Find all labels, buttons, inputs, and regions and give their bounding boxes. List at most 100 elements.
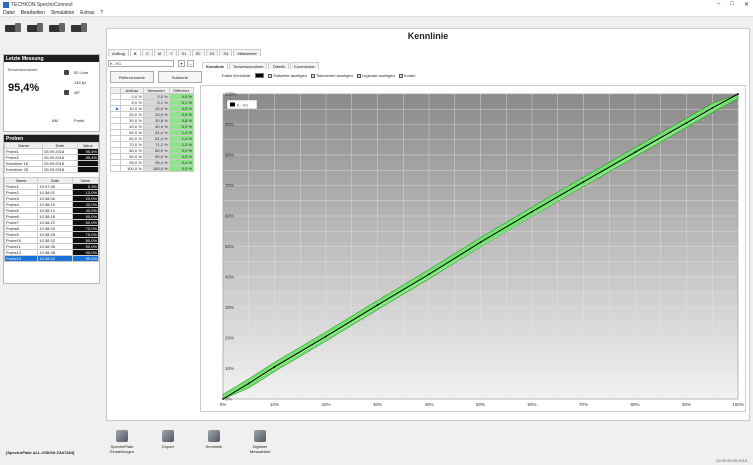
x-tick-label: 20% — [321, 402, 330, 407]
curve-color-label: Farbe Kennlinie: — [222, 73, 252, 78]
window-controls: – □ ✕ — [717, 1, 749, 8]
y-tick-label: 80% — [225, 153, 234, 158]
reference-values-button[interactable]: Referenzwerte — [110, 71, 154, 83]
device-spectrodens-icon[interactable] — [27, 23, 45, 33]
reference-buttons: Referenzwerte Sollwerte — [110, 71, 202, 83]
export-icon — [162, 430, 174, 442]
y-tick-label: 70% — [225, 183, 234, 188]
option-contour[interactable]: Kontur — [398, 73, 416, 78]
maximize-button[interactable]: □ — [730, 1, 734, 7]
tab-mittelwerte[interactable]: Mittelwerte — [233, 49, 261, 56]
tab-c[interactable]: C — [141, 49, 153, 56]
tab-auftrag[interactable]: Auftrag — [108, 49, 129, 56]
chart-options: Farbe Kennlinie: Sollwerte anzeigen Tole… — [222, 73, 416, 78]
tab-k[interactable]: K — [129, 49, 141, 56]
data-point — [247, 382, 250, 385]
x-tick-label: 10% — [270, 402, 279, 407]
table-row[interactable]: Kennlinie 1K 05.09.2018 — [3, 160, 100, 167]
device-settings-icon — [116, 430, 128, 442]
device-spectrojet-icon[interactable] — [49, 23, 67, 33]
screen-angle: 45° — [74, 90, 81, 95]
tab-tabelle[interactable]: Tabelle — [268, 62, 290, 69]
values-table-wrap: Aufbau Messwert Differenz 0,0 % 0,0 % 0,0 … — [110, 87, 195, 172]
table-row[interactable]: Probe11 10:38:35 90,0% — [3, 243, 100, 250]
tone-value: 95,4% — [8, 82, 40, 94]
y-tick-label: 40% — [225, 275, 234, 280]
y-tick-label: 50% — [225, 244, 234, 249]
menu-simulation[interactable]: Simulation — [50, 9, 75, 16]
y-tick-label: 10% — [225, 366, 234, 371]
x-tick-label: 30% — [373, 402, 382, 407]
tab-y[interactable]: Y — [166, 49, 177, 56]
page-title: Kennlinie — [407, 31, 449, 41]
option-show-targets[interactable]: Sollwerte anzeigen — [268, 73, 307, 78]
tone-label: Tonwertzunahme — [7, 67, 38, 72]
chart-tabs: Kennlinie Tonwertzunahme Tabelle Komment… — [202, 62, 320, 69]
y-tick-label: 100% — [225, 92, 237, 97]
tab-s2[interactable]: S2 — [191, 49, 205, 56]
checkbox-icon[interactable] — [268, 73, 273, 78]
sample-measurements-table: Name Date Value Probe1 10:37:46 5,3% Probe2… — [3, 177, 100, 262]
table-row[interactable]: 90,0 % 90,5 % 0,5 % — [110, 153, 195, 160]
y-tick-label: 0% — [225, 397, 232, 402]
tab-s3[interactable]: S3 — [205, 49, 219, 56]
table-row[interactable]: ▶ 10,0 % 10,5 % 0,5 % — [110, 105, 195, 112]
left-panel: Letzte Messung Tonwertzunahme 95,4% 52 L… — [3, 18, 100, 455]
checkbox-icon[interactable] — [356, 73, 361, 78]
curve-chart-svg: 0% 10% 20% 30% 40% 50% 60% 70% 80% 90% 100% 0% 10% 20… — [220, 92, 744, 408]
bottom-toolbar: SpectroPlate Einstellungen Export Kennli… — [106, 430, 276, 454]
samples-table: Name Date Value Probe1 05.09.2018 95,4% … — [3, 142, 100, 173]
tab-s4[interactable]: S4 — [219, 49, 233, 56]
settings-tool-button[interactable]: SpectroPlate Einstellungen — [106, 430, 138, 454]
export-tool-button[interactable]: Export — [152, 430, 184, 454]
device-connect-icon[interactable] — [71, 23, 89, 33]
device-toolbar — [3, 18, 100, 38]
x-tick-label: 90% — [682, 402, 691, 407]
tab-s1[interactable]: S1 — [177, 49, 191, 56]
target-values-button[interactable]: Sollwerte — [158, 71, 202, 83]
y-tick-label: 60% — [225, 214, 234, 219]
close-button[interactable]: ✕ — [743, 2, 749, 8]
device-status: [SpectroPlate ALL-VISION ZA67484] — [6, 450, 75, 455]
samples-header: Proben — [4, 135, 99, 142]
digital-measure-icon — [254, 430, 266, 442]
checkbox-icon[interactable] — [310, 73, 315, 78]
values-table: Aufbau Messwert Differenz 0,0 % 0,0 % 0,0 … — [110, 87, 195, 172]
x-tick-label: 60% — [527, 402, 536, 407]
x-tick-label: 100% — [732, 402, 744, 407]
target-line — [222, 93, 739, 400]
curve-tool-button[interactable]: Kennlinie — [198, 430, 230, 454]
menu-datei[interactable]: Datei — [3, 9, 15, 16]
menu-extras[interactable]: Extras — [80, 9, 95, 16]
option-show-legend[interactable]: Legende anzeigen — [356, 73, 395, 78]
tab-m[interactable]: M — [153, 49, 166, 56]
last-measurement-panel: Letzte Messung Tonwertzunahme 95,4% 52 L… — [3, 54, 100, 132]
menu-help[interactable]: ? — [100, 9, 104, 16]
option-show-tolerances[interactable]: Toleranzen anzeigen — [310, 73, 353, 78]
digital-measure-tool-button[interactable]: Digitaler Messablauf — [244, 430, 276, 454]
table-row[interactable]: Probe2 10:38:01 12,0% — [3, 189, 100, 196]
remove-button[interactable]: – — [187, 60, 194, 67]
table-row[interactable]: 100,0 % 100,0 % 0,0 % — [110, 165, 195, 172]
tab-kommentar[interactable]: Kommentar — [290, 62, 319, 69]
tab-kennlinie[interactable]: Kennlinie — [202, 62, 229, 69]
data-point — [222, 398, 224, 400]
last-measurement-header: Letzte Messung — [4, 55, 99, 62]
table-row[interactable]: Probe13 10:38:42 95,4% — [3, 255, 100, 262]
curve-select[interactable]: K - K1 — [108, 60, 174, 67]
table-row[interactable]: 70,0 % 71,2 % 1,2 % — [110, 141, 195, 148]
checkbox-icon[interactable] — [398, 73, 403, 78]
ink-tabs: Auftrag K C M Y S1 S2 S3 S4 Mittelwerte — [108, 49, 262, 56]
tab-tonwertzunahme[interactable]: Tonwertzunahme — [229, 62, 268, 69]
data-point — [685, 122, 688, 124]
app-icon — [3, 1, 9, 8]
legend-swatch — [230, 102, 235, 107]
curve-color-swatch[interactable] — [255, 73, 265, 78]
x-tick-label: 80% — [630, 402, 639, 407]
device-spectroplate-icon[interactable] — [5, 23, 23, 33]
table-row[interactable]: Kennlinie 2K 05.09.2018 — [3, 166, 100, 173]
chevron-down-icon[interactable]: ▾ — [178, 60, 185, 67]
menu-bearbeiten[interactable]: Bearbeiten — [20, 9, 45, 16]
minimize-button[interactable]: – — [717, 1, 721, 7]
data-point — [582, 180, 585, 183]
